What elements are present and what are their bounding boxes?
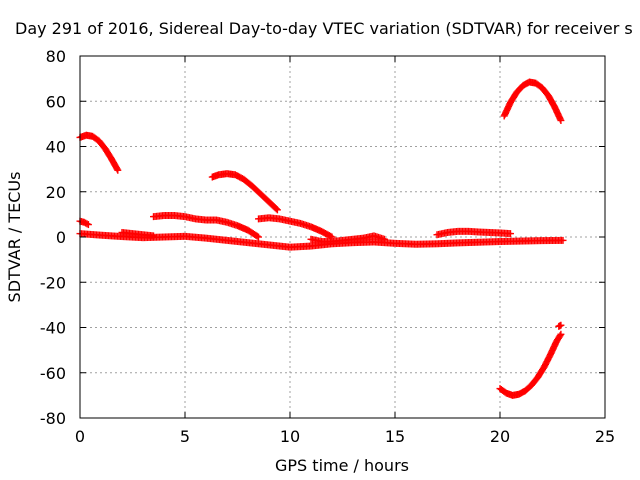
data-points — [76, 78, 567, 399]
y-tick-label: 80 — [46, 47, 66, 66]
series-arc-4 — [118, 228, 157, 240]
x-tick-label: 20 — [490, 427, 510, 446]
series-trace — [309, 232, 387, 246]
x-tick-label: 5 — [180, 427, 190, 446]
series-trace — [210, 170, 280, 213]
series-arc-9 — [433, 227, 514, 239]
series-arc-7 — [255, 214, 336, 241]
series-arc-6 — [208, 170, 281, 214]
series-trace — [497, 332, 564, 399]
chart-title: Day 291 of 2016, Sidereal Day-to-day VTE… — [15, 19, 633, 38]
grid-lines — [80, 56, 605, 418]
y-tick-label: -60 — [40, 364, 66, 383]
series-trace — [120, 229, 156, 240]
y-tick-label: -40 — [40, 319, 66, 338]
series-trace — [435, 227, 513, 238]
series-trace — [77, 131, 121, 173]
x-tick-label: 10 — [280, 427, 300, 446]
y-tick-label: 20 — [46, 183, 66, 202]
series-trace — [256, 214, 335, 240]
x-tick-label: 25 — [595, 427, 615, 446]
series-arc-11 — [496, 330, 565, 399]
y-tick-label: 40 — [46, 138, 66, 157]
series-arc-5 — [150, 212, 262, 241]
series-arc-12 — [555, 321, 565, 330]
x-axis-label: GPS time / hours — [275, 456, 409, 475]
series-arc-10 — [500, 78, 565, 124]
y-tick-label: -20 — [40, 273, 66, 292]
y-tick-label: 0 — [56, 228, 66, 247]
y-tick-label: 60 — [46, 92, 66, 111]
series-trace — [501, 78, 564, 123]
x-tick-label: 0 — [75, 427, 85, 446]
series-arc-1 — [76, 131, 122, 174]
series-trace — [77, 218, 91, 228]
x-tick-label: 15 — [385, 427, 405, 446]
y-axis-label: SDTVAR / TECUs — [5, 172, 24, 303]
series-arc-8 — [307, 232, 388, 246]
axis-ticks: 0 5 10 15 20 25 -80 -60 -40 -20 0 20 40 60 80 — [40, 47, 615, 446]
y-tick-label: -80 — [40, 409, 66, 428]
series-trace — [556, 322, 564, 330]
series-trace — [151, 212, 261, 240]
